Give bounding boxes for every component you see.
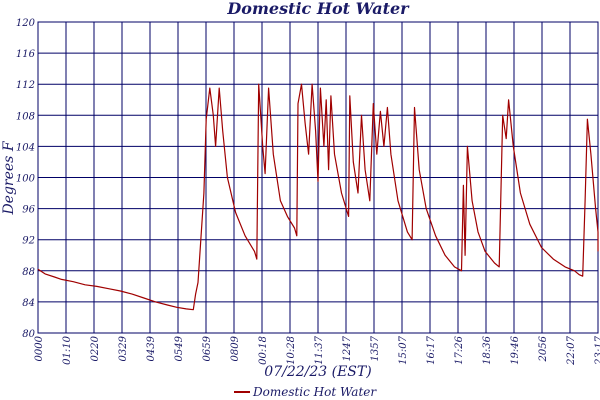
y-axis-ticks: 80 84 88 92 96 100 104 108 112 116 120: [16, 18, 36, 340]
y-axis-label: Degrees F: [1, 140, 17, 215]
x-axis-ticks: 0000 01:10 0220 0329 0439 0549 0659 0809 00:18 10…: [34, 335, 600, 365]
chart-title: Domestic Hot Water: [226, 0, 410, 18]
x-tick-label: 11:37: [314, 335, 325, 364]
y-tick-label: 108: [16, 111, 35, 122]
x-tick-label: 0809: [230, 335, 241, 361]
x-axis-label: 07/22/23 (EST): [264, 364, 371, 380]
x-tick-label: 0000: [34, 335, 45, 361]
x-tick-label: 00:18: [258, 336, 269, 365]
x-tick-label: 22:07: [566, 335, 577, 365]
x-tick-label: 0549: [174, 335, 185, 361]
y-tick-label: 112: [16, 80, 35, 91]
legend: Domestic Hot Water: [234, 385, 377, 399]
x-tick-label: 17:26: [454, 335, 465, 364]
y-tick-label: 88: [22, 267, 35, 278]
x-tick-label: 19:46: [510, 335, 521, 364]
y-tick-label: 84: [22, 298, 35, 309]
y-tick-label: 104: [16, 142, 35, 153]
y-tick-label: 120: [16, 18, 36, 29]
x-tick-label: 18:36: [482, 335, 493, 364]
plot-frame: [37, 21, 599, 334]
series-group: [37, 83, 599, 311]
x-tick-label: 0329: [118, 335, 129, 361]
y-tick-label: 80: [22, 329, 35, 340]
legend-label: Domestic Hot Water: [252, 385, 377, 399]
x-tick-label: 0220: [90, 335, 101, 361]
x-tick-label: 23:17: [594, 335, 600, 365]
x-tick-label: 10:28: [286, 336, 297, 365]
x-tick-label: 2056: [538, 335, 549, 362]
y-tick-label: 116: [16, 49, 36, 60]
x-tick-label: 0659: [202, 335, 213, 361]
x-tick-label: 15:07: [398, 335, 409, 364]
y-tick-label: 96: [22, 205, 35, 216]
x-tick-label: 1357: [370, 335, 381, 361]
x-tick-label: 0439: [146, 335, 157, 361]
series-line-domestic-hot-water: [37, 83, 599, 311]
x-tick-label: 1247: [342, 335, 353, 361]
x-tick-label: 01:10: [62, 335, 73, 364]
y-tick-label: 100: [16, 174, 36, 185]
x-tick-label: 16:17: [426, 335, 437, 364]
y-tick-label: 92: [22, 236, 35, 247]
plot-grid: [37, 21, 599, 334]
